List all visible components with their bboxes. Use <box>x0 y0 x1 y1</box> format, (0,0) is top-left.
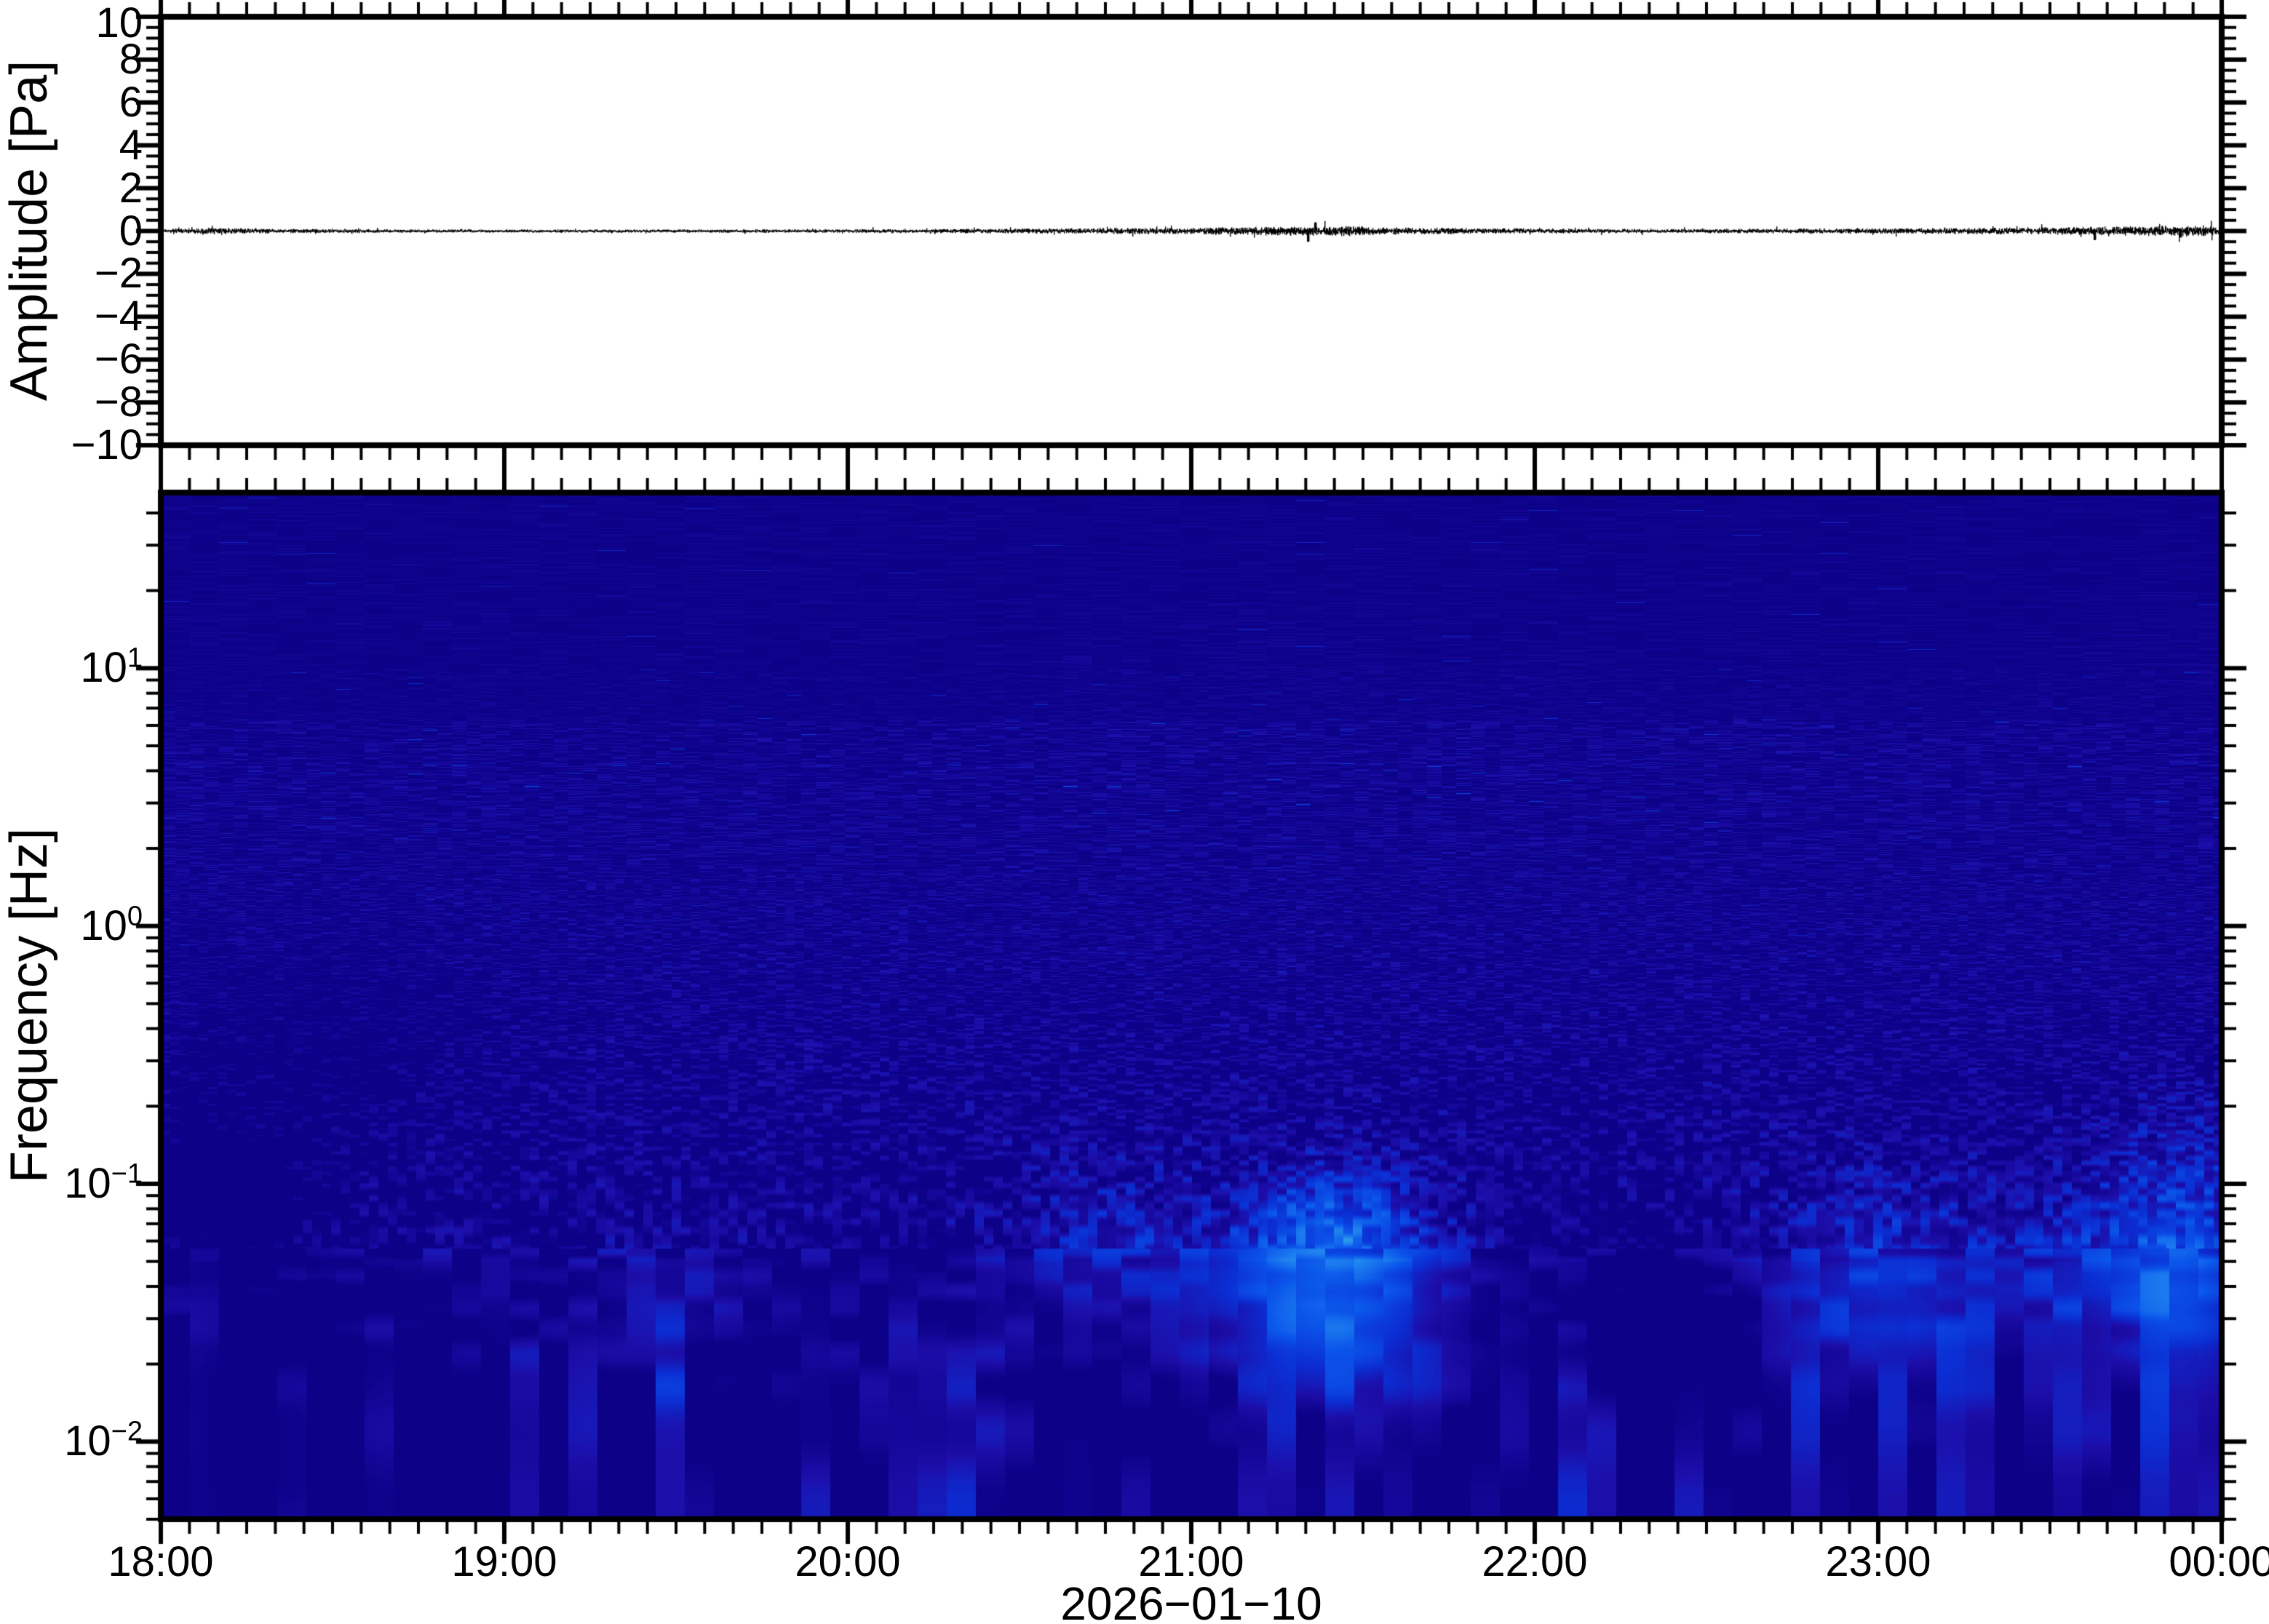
frequency-tick-label: 10−2 <box>0 1417 143 1465</box>
amplitude-tick-label: 8 <box>119 35 143 83</box>
frequency-tick-base: 10 <box>64 1417 111 1465</box>
amplitude-tick-label: −8 <box>94 378 143 426</box>
frequency-tick-base: 10 <box>64 1160 111 1208</box>
amplitude-tick-label: 6 <box>119 78 143 126</box>
time-tick-label: 23:00 <box>1825 1538 1931 1585</box>
time-tick-label: 21:00 <box>1138 1538 1244 1585</box>
frequency-axis-title-text: Frequency [Hz] <box>0 827 58 1184</box>
frequency-axis-title: Frequency [Hz] <box>0 828 59 1183</box>
time-tick-label: 19:00 <box>451 1538 557 1585</box>
frequency-tick-label: 100 <box>0 901 143 950</box>
amplitude-tick-label: −2 <box>94 250 143 298</box>
amplitude-tick-label: 2 <box>119 164 143 212</box>
frequency-tick-base: 10 <box>80 644 127 692</box>
amplitude-tick-label: 4 <box>119 121 143 169</box>
frequency-tick-exponent: −2 <box>111 1417 143 1447</box>
amplitude-tick-label: 0 <box>119 207 143 255</box>
amplitude-tick-label: −6 <box>94 335 143 383</box>
frequency-tick-exponent: 1 <box>127 643 143 674</box>
time-tick-label: 18:00 <box>108 1538 214 1585</box>
date-label: 2026−01−10 <box>973 1580 1410 1624</box>
frequency-tick-exponent: −1 <box>111 1158 143 1190</box>
date-label-text: 2026−01−10 <box>1060 1577 1322 1624</box>
amplitude-tick-label: 10 <box>95 0 143 47</box>
amplitude-tick-label: −10 <box>71 421 143 469</box>
frequency-tick-label: 101 <box>0 644 143 692</box>
frequency-tick-label: 10−1 <box>0 1160 143 1208</box>
frequency-tick-base: 10 <box>80 901 127 950</box>
time-tick-label: 00:00 <box>2169 1538 2269 1585</box>
time-tick-label: 20:00 <box>795 1538 901 1585</box>
frequency-tick-exponent: 0 <box>127 901 143 932</box>
amplitude-tick-label: −4 <box>94 292 143 341</box>
time-tick-label: 22:00 <box>1482 1538 1588 1585</box>
